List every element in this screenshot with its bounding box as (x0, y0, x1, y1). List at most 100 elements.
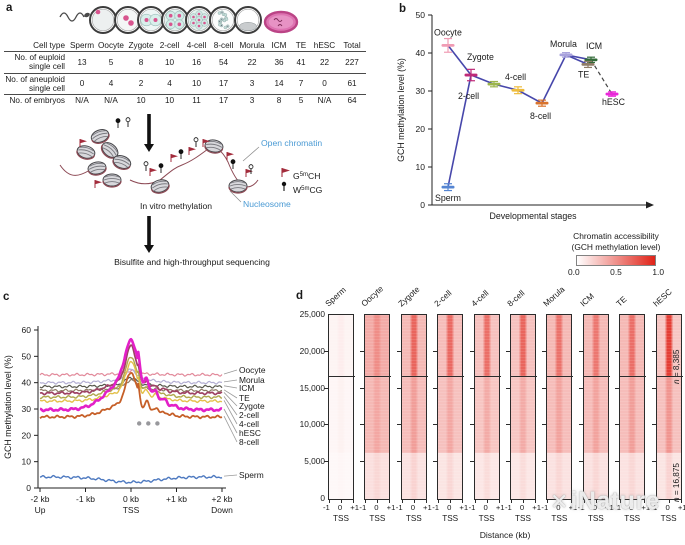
table-cell: 64 (347, 95, 357, 105)
table-cell: 7 (298, 79, 304, 89)
x-tick-label: -1 (505, 503, 512, 512)
nucleosome-label: Nucleosome (243, 199, 291, 209)
heatmap-y-tick (324, 350, 328, 352)
heatmap-x-tick (425, 500, 427, 503)
stage-marker (581, 63, 595, 66)
y-tick-label: 30 (416, 86, 426, 96)
sample-count-table: Cell type Sperm Oocyte Zygote 2-cell 4-cell 8-… (4, 40, 366, 106)
heatmap-band-low (329, 452, 353, 499)
heatmap-band-top (329, 315, 353, 377)
stage-label: Sperm (435, 193, 461, 203)
wmcg-lollipop-glyph (125, 117, 131, 123)
n-bottom-label: n = 16,875 (672, 463, 681, 502)
series-label: 4-cell (239, 419, 259, 429)
gmch-flag-icon (282, 168, 290, 173)
stage-marker (584, 58, 598, 62)
table-cell: 2 (138, 79, 144, 89)
series-icm (39, 376, 223, 389)
table-cell: 4 (167, 79, 172, 89)
heatmap-y-tick (578, 461, 583, 463)
heatmap-y-tick (433, 387, 438, 389)
invitro-methylation-label: In vitro methylation (140, 201, 212, 211)
x-tick-label: +1 (605, 503, 614, 512)
series-label: Morula (239, 375, 265, 385)
wmcg-lollipop-icon (281, 181, 287, 187)
legend-leader (223, 415, 238, 443)
heatmap-y-tick (324, 387, 328, 389)
wmcg-lollipop-glyph (115, 118, 121, 124)
table-cell: 36 (274, 57, 284, 67)
heatmap-x-tick (644, 500, 646, 503)
heatmap-y-tick (578, 350, 583, 352)
panel-d-heatmap: 25,000 20,000 15,000 10,000 5,000 0 Sperm -1 0 +1… (295, 283, 685, 545)
table-row: No. of euploid single cell 13 5 8 10 16 54 22 36 4… (4, 52, 366, 74)
cell-count-table: Cell type Sperm Oocyte Zygote 2-cell 4-cell 8-… (4, 40, 366, 106)
panel-c-label: c (3, 291, 10, 303)
heatmap-column-label: Zygote (395, 284, 422, 309)
blastocyst-icon (239, 21, 257, 31)
table-row: No. of aneuploid single cell 0 4 2 4 10 17 3 14 7 0… (4, 73, 366, 95)
heatmap-x-tick-labels: -1 0 +1 (323, 503, 359, 512)
heatmap-band-top (656, 315, 681, 377)
heatmap-y-tick (396, 350, 401, 352)
table-header: Cell type (33, 41, 65, 50)
heatmap-y-tick (615, 387, 620, 389)
heatmap-column (437, 314, 464, 500)
heatmap-x-tick (462, 500, 464, 503)
x-tick-label: -1 (468, 503, 476, 512)
table-cell: 13 (77, 57, 87, 67)
heatmap-x-tick-labels: -1 0 +1 (469, 503, 505, 512)
heatmap-x-tick (595, 500, 597, 503)
heatmap-band-mid (329, 376, 353, 453)
x-tick-label: +1 (532, 503, 541, 512)
heatmap-column (655, 314, 682, 500)
heatmap-column-label: TE (614, 293, 629, 309)
table-cell: 10 (136, 95, 146, 105)
heatmap-tss-label: TSS (478, 514, 495, 523)
heatmap-band-top (511, 315, 535, 377)
heatmap-band-low (656, 452, 681, 499)
heatmap-band-top (547, 315, 572, 377)
gmch-flag-glyph (203, 139, 210, 144)
heatmap-y-tick (433, 461, 438, 463)
open-chromatin-leader (242, 146, 260, 162)
legend-leader (223, 392, 238, 407)
heatmap-x-tick (377, 500, 379, 503)
stage-link (447, 44, 472, 76)
x-tick-label: -1 kb (76, 494, 95, 504)
y-axis-label: GCH methylation level (%) (3, 355, 13, 459)
heatmap-y-tick (433, 350, 438, 352)
x-tick-label: -1 (541, 503, 549, 512)
table-cell: N/A (75, 95, 89, 105)
heatmap-divider (510, 375, 537, 377)
heatmap-y-tick (396, 424, 401, 426)
heatmap-tss-label: TSS (515, 514, 531, 523)
phasing-dot (155, 421, 160, 426)
table-cell: 22 (319, 57, 330, 67)
panel-b-label: b (399, 3, 407, 15)
heatmap-band-mid (656, 376, 681, 453)
legend-leader (223, 474, 238, 477)
legend-leader (223, 400, 238, 425)
x-tick-label: +2 kb (211, 494, 232, 504)
heatmap-band-mid (620, 376, 645, 453)
heatmap-x-tick (474, 500, 476, 503)
gmch-flag-glyph (171, 154, 178, 159)
gmch-flag-glyph (80, 139, 87, 144)
wmcg-lollipop-glyph (158, 163, 164, 169)
series-label: hESC (239, 428, 261, 438)
series-label: Zygote (239, 401, 265, 411)
x-tick-label: 0 (665, 503, 670, 512)
x-tick-label: 0 (337, 503, 343, 512)
heatmap-column (546, 314, 573, 500)
stage-label: TE (578, 69, 589, 79)
x-tick-label: 0 kb (123, 494, 139, 504)
heatmap-band-low (474, 452, 499, 499)
heatmap-band-mid (511, 376, 535, 453)
table-header: Zygote (128, 41, 154, 50)
heatmap-y-label: 20,000 (299, 345, 325, 356)
x-tick-label: -1 (432, 503, 440, 512)
heatmap-band-top (401, 315, 426, 377)
heatmap-x-tick (498, 500, 500, 503)
workflow-arrows (144, 114, 154, 253)
